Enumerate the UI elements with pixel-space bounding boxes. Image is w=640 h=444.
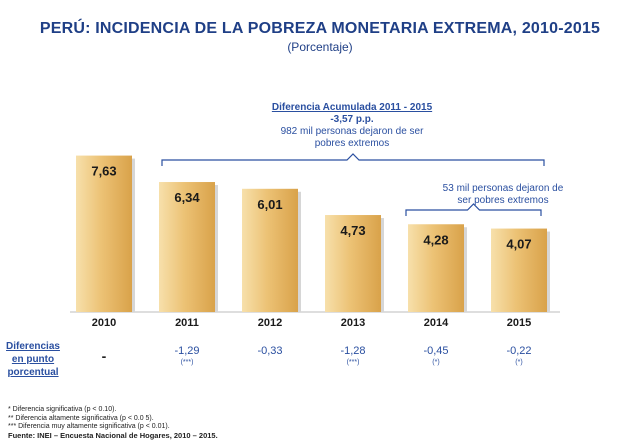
data-label-2012: 6,01 <box>257 197 282 212</box>
difference-value: -1,28 <box>340 345 366 357</box>
difference-value: -1,29 <box>174 345 200 357</box>
footnotes: * Diferencia significativa (p < 0.10). *… <box>8 406 218 440</box>
bar-2010 <box>76 155 132 312</box>
bar-2015 <box>491 228 547 312</box>
data-label-2013: 4,73 <box>340 223 365 238</box>
differences-label-line2: en punto <box>11 354 55 365</box>
differences-label: Diferencias en punto porcentual <box>6 340 60 379</box>
accumulated-brace <box>161 153 545 166</box>
chart-subtitle: (Porcentaje) <box>287 40 353 54</box>
footnote-1: * Diferencia significativa (p < 0.10). <box>8 406 117 413</box>
chart-title: PERÚ: INCIDENCIA DE LA POBREZA MONETARIA… <box>39 20 601 37</box>
data-label-2014: 4,28 <box>423 232 448 247</box>
footnote-2: ** Diferencia altamente significativa (p… <box>8 414 154 422</box>
difference-cell-2012: -0,33 <box>240 345 300 357</box>
significance-marker: (*) <box>432 359 440 366</box>
data-label-2010: 7,63 <box>91 164 116 179</box>
significance-marker: (*) <box>515 359 523 366</box>
accumulated-title: Diferencia Acumulada 2011 - 2015 <box>271 102 433 113</box>
difference-cell-2010: - <box>74 348 134 364</box>
last-year-brace <box>405 203 542 216</box>
x-tick-2011: 2011 <box>175 317 199 329</box>
bar-2011 <box>159 182 215 312</box>
significance-marker: (***) <box>180 359 194 366</box>
differences-label-line1: Diferencias <box>6 341 60 352</box>
accumulated-annotation: Diferencia Acumulada 2011 - 2015 -3,57 p… <box>232 102 472 150</box>
last-year-line1: 53 mil personas dejaron de <box>442 183 564 194</box>
x-tick-2010: 2010 <box>92 317 116 329</box>
difference-cell-2014: -0,45 (*) <box>406 345 466 366</box>
last-year-line2: ser pobres extremos <box>457 195 549 206</box>
x-tick-2015: 2015 <box>507 317 531 329</box>
last-year-annotation: 53 mil personas dejaron de ser pobres ex… <box>428 183 578 207</box>
significance-marker: (***) <box>346 359 360 366</box>
accumulated-line1: 982 mil personas dejaron de ser <box>280 126 424 137</box>
source-note: Fuente: INEI – Encuesta Nacional de Hoga… <box>8 430 218 440</box>
difference-cell-2013: -1,28 (***) <box>323 345 383 366</box>
x-tick-2012: 2012 <box>258 317 282 329</box>
footnote-3: *** Diferencia muy altamente significati… <box>8 423 170 430</box>
bar-2013 <box>325 215 381 312</box>
bar-2012 <box>242 188 298 312</box>
difference-cell-2011: -1,29 (***) <box>157 345 217 366</box>
bar-2014 <box>408 224 464 312</box>
data-label-2011: 6,34 <box>174 190 200 205</box>
differences-label-line3: porcentual <box>7 367 59 378</box>
x-tick-2013: 2013 <box>341 317 365 329</box>
data-label-2015: 4,07 <box>506 237 531 252</box>
x-tick-2014: 2014 <box>424 317 449 329</box>
difference-cell-2015: -0,22 (*) <box>489 345 549 366</box>
difference-value: -0,45 <box>423 345 449 357</box>
difference-value: -0,33 <box>257 345 283 357</box>
difference-value: -0,22 <box>506 345 532 357</box>
difference-value: - <box>101 348 107 364</box>
accumulated-line2: pobres extremos <box>314 138 390 149</box>
accumulated-value: -3,57 p.p. <box>330 114 374 125</box>
